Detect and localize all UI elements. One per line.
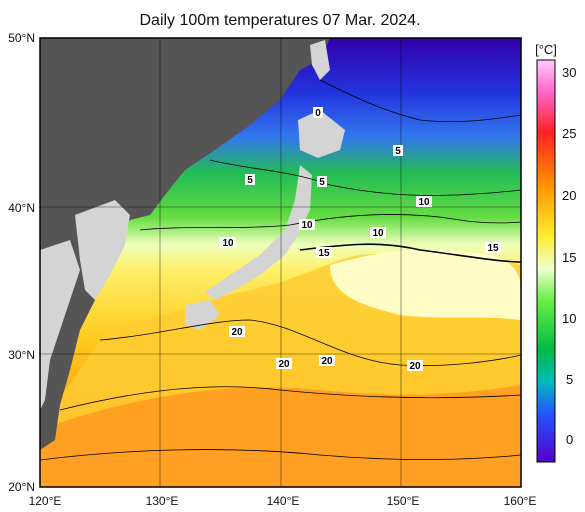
- contour-label-bg: [407, 360, 423, 371]
- lon-tick-130: 130°E: [146, 494, 179, 508]
- colorbar-unit: [°C]: [535, 42, 557, 57]
- pale-water-region: [330, 249, 521, 320]
- china-coast: [40, 240, 80, 410]
- map-frame: [39, 37, 522, 488]
- colorbar-tick-30: 30: [562, 65, 576, 80]
- lat-tick-40: 40°N: [8, 201, 35, 215]
- contour-label: 20: [231, 327, 243, 338]
- contour-label: 5: [395, 146, 401, 157]
- latitude-labels: 50°N 40°N 30°N 20°N: [8, 31, 35, 494]
- lon-tick-140: 140°E: [267, 494, 300, 508]
- lat-tick-30: 30°N: [8, 348, 35, 362]
- contour-label-bg: [276, 358, 292, 369]
- contour-label: 15: [318, 248, 330, 259]
- colorbar-tick-0: 0: [566, 432, 573, 447]
- contour-label: 10: [301, 220, 313, 231]
- lon-tick-160: 160°E: [504, 494, 537, 508]
- contour-label-bg: [370, 227, 386, 238]
- sakhalin: [310, 40, 330, 80]
- colorbar-tick-15: 15: [562, 250, 576, 265]
- contour-labels: 0 5 5 5 10 10 10 10 15 15 20 20 20 20: [220, 107, 501, 372]
- lat-tick-50: 50°N: [8, 31, 35, 45]
- lat-tick-20: 20°N: [8, 480, 35, 494]
- korean-peninsula: [75, 200, 130, 300]
- colorbar-tick-5: 5: [566, 372, 573, 387]
- contour-label: 5: [247, 175, 253, 186]
- contour-label-bg: [220, 237, 236, 248]
- contour-label-bg: [229, 326, 245, 337]
- contour-label-bg: [393, 145, 403, 156]
- kyushu-shikoku: [185, 300, 220, 330]
- contour-label-bg: [319, 355, 335, 366]
- contour-label-bg: [316, 247, 332, 258]
- contour-label: 10: [418, 197, 430, 208]
- lon-tick-120: 120°E: [29, 494, 62, 508]
- contour-label-bg: [245, 174, 255, 185]
- colorbar-tick-20: 20: [562, 188, 576, 203]
- colorbar-gradient: [536, 59, 556, 463]
- contour-label-bg: [416, 196, 432, 207]
- contour-label: 10: [372, 228, 384, 239]
- asia-mainland: [40, 38, 330, 450]
- colorbar: [°C] 30 25 20 15 10 5 0: [535, 42, 576, 463]
- longitude-labels: 120°E 130°E 140°E 150°E 160°E: [29, 494, 537, 508]
- contour-label: 20: [321, 356, 333, 367]
- contour-label-bg: [313, 107, 323, 118]
- contour-label-bg: [317, 176, 327, 187]
- hokkaido: [298, 110, 345, 158]
- contour-label: 0: [315, 108, 321, 119]
- contour-label-bg: [299, 219, 315, 230]
- contour-label: 20: [278, 359, 290, 370]
- contour-label: 5: [319, 177, 325, 188]
- page-title: Daily 100m temperatures 07 Mar. 2024.: [139, 12, 421, 29]
- honshu: [205, 165, 312, 300]
- contour-label: 15: [487, 243, 499, 254]
- lon-tick-150: 150°E: [387, 494, 420, 508]
- graticule: [40, 38, 521, 487]
- isotherm-contours: [40, 79, 521, 461]
- contour-label: 20: [409, 361, 421, 372]
- contour-label: 10: [222, 238, 234, 249]
- colorbar-tick-25: 25: [562, 126, 576, 141]
- colorbar-tick-10: 10: [562, 311, 576, 326]
- contour-label-bg: [485, 242, 501, 253]
